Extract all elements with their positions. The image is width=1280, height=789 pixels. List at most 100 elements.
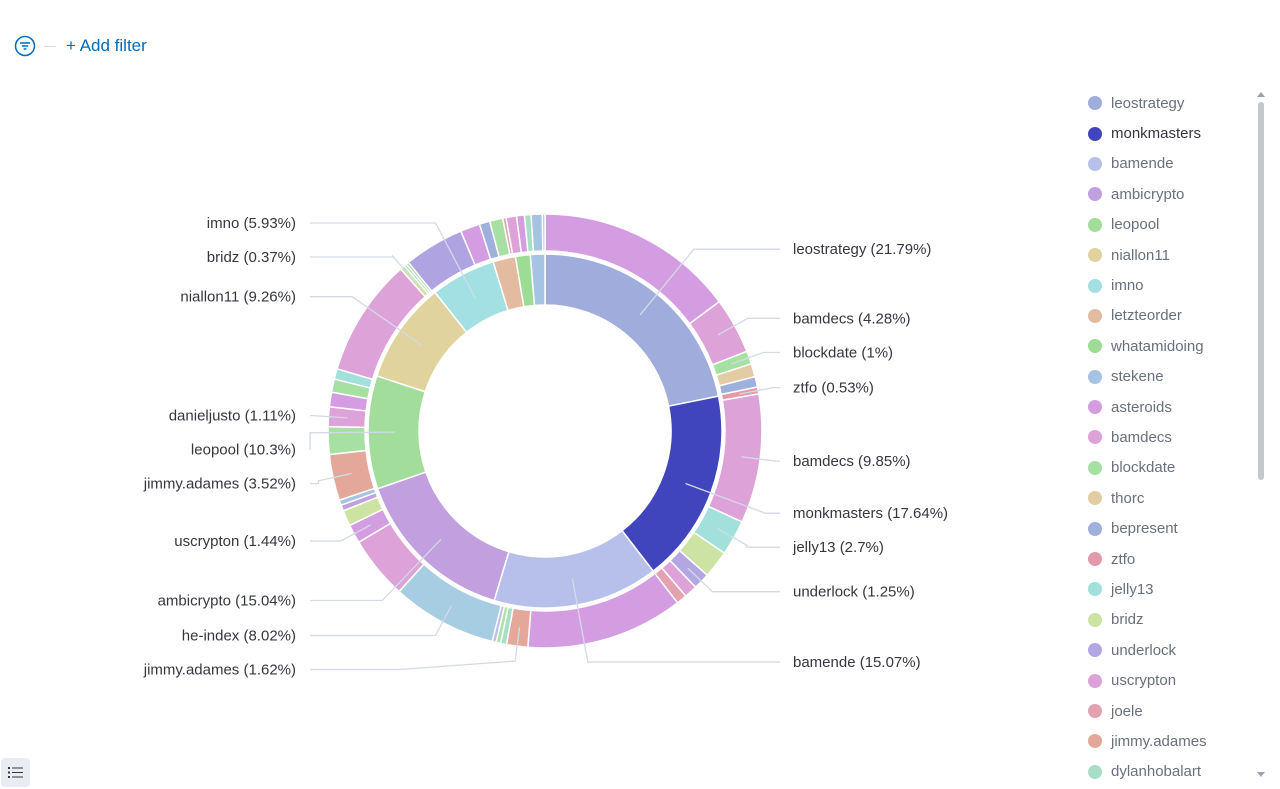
label-connector-he-index-8-02- [310, 605, 453, 637]
legend-item-stekene[interactable]: stekene [1088, 362, 1248, 392]
legend-item-whatamidoing[interactable]: whatamidoing [1088, 331, 1248, 361]
label-connector-monkmasters-17-64- [685, 482, 780, 514]
legend-label: bamende [1111, 155, 1174, 173]
slice-label-blockdate-1-: blockdate (1%) [793, 344, 893, 361]
legend-swatch [1088, 278, 1102, 293]
legend-item-monkmasters[interactable]: monkmasters [1088, 118, 1248, 148]
legend-item-niallon11[interactable]: niallon11 [1088, 240, 1248, 270]
outer-slice-stekene-41[interactable] [530, 213, 544, 253]
legend-item-leostrategy[interactable]: leostrategy [1088, 88, 1248, 118]
legend-swatch [1088, 704, 1102, 718]
legend-item-underlock[interactable]: underlock [1088, 635, 1248, 665]
legend-label: whatamidoing [1111, 337, 1204, 355]
legend-label: underlock [1111, 641, 1177, 659]
legend-item-ztfo[interactable]: ztfo [1088, 544, 1248, 574]
slice-label-jelly13-2-7-: jelly13 (2.7%) [792, 539, 884, 556]
legend-swatch [1088, 339, 1102, 354]
legend-label: bepresent [1111, 520, 1178, 538]
legend-item-imno[interactable]: imno [1088, 270, 1248, 300]
legend-swatch [1088, 126, 1102, 141]
label-connector-underlock-1-25- [687, 567, 780, 593]
legend-item-leopool[interactable]: leopool [1088, 210, 1248, 240]
legend-label: ztfo [1111, 550, 1136, 568]
legend-swatch [1088, 491, 1102, 506]
slice-label-he-index-8-02-: he-index (8.02%) [182, 627, 296, 644]
label-connector-bamdecs-9-85- [741, 456, 780, 462]
scroll-up-arrow-icon[interactable] [1257, 92, 1265, 97]
label-connector-jimmy-adames-1-62- [310, 627, 521, 671]
slice-label-underlock-1-25-: underlock (1.25%) [793, 584, 915, 601]
legend-swatch [1088, 582, 1102, 597]
legend-item-thorc[interactable]: thorc [1088, 483, 1248, 513]
label-connector-bamdecs-4-28- [717, 317, 780, 336]
legend: leostrategy monkmasters bamende ambicrypto l… [1088, 88, 1248, 787]
legend-item-blockdate[interactable]: blockdate [1088, 453, 1248, 483]
outer-ring [327, 213, 763, 649]
legend-label: letzteorder [1111, 307, 1182, 325]
legend-toggle-button[interactable] [1, 758, 30, 787]
inner-slice-stekene-9[interactable] [529, 253, 546, 307]
inner-ring [367, 253, 723, 609]
legend-label: bamdecs [1111, 428, 1172, 446]
legend-item-joele[interactable]: joele [1088, 696, 1248, 726]
legend-item-bamdecs[interactable]: bamdecs [1088, 422, 1248, 452]
legend-label: joele [1111, 702, 1143, 720]
slice-label-bridz-0-37-: bridz (0.37%) [207, 249, 296, 266]
legend-label: blockdate [1111, 459, 1176, 477]
label-connector-leopool-10-3- [309, 431, 396, 451]
scroll-thumb[interactable] [1258, 102, 1264, 480]
legend-label: uscrypton [1111, 672, 1177, 690]
legend-swatch [1088, 248, 1102, 263]
legend-swatch [1088, 643, 1102, 658]
slice-label-monkmasters-17-64-: monkmasters (17.64%) [793, 505, 948, 522]
legend-swatch [1088, 612, 1102, 627]
legend-swatch [1088, 187, 1102, 202]
slice-label-jimmy-adames-3-52-: jimmy.adames (3.52%) [143, 476, 296, 493]
legend-item-jimmy-adames[interactable]: jimmy.adames [1088, 726, 1248, 756]
legend-label: stekene [1111, 368, 1164, 386]
legend-item-bamende[interactable]: bamende [1088, 149, 1248, 179]
slice-label-jimmy-adames-1-62-: jimmy.adames (1.62%) [143, 661, 296, 678]
legend-label: jimmy.adames [1111, 732, 1207, 750]
legend-item-ambicrypto[interactable]: ambicrypto [1088, 179, 1248, 209]
slice-label-imno-5-93-: imno (5.93%) [207, 215, 296, 232]
legend-label: dylanhobalart [1111, 763, 1202, 781]
filter-icon[interactable] [14, 35, 36, 57]
legend-label: ambicrypto [1111, 185, 1185, 203]
legend-item-bridz[interactable]: bridz [1088, 605, 1248, 635]
outer-slice-leopool-24[interactable] [327, 425, 367, 456]
legend-label: asteroids [1111, 398, 1172, 416]
legend-swatch [1088, 460, 1102, 475]
slice-label-bamdecs-9-85-: bamdecs (9.85%) [793, 453, 911, 470]
label-connector-ambicrypto-15-04- [310, 538, 442, 602]
legend-swatch [1088, 552, 1102, 567]
legend-label: imno [1111, 277, 1144, 295]
slice-label-bamdecs-4-28-: bamdecs (4.28%) [793, 310, 911, 327]
label-connector-ztfo-0-53- [739, 386, 780, 395]
scroll-down-arrow-icon[interactable] [1257, 772, 1265, 777]
label-connector-leostrategy-21-79- [639, 248, 780, 316]
label-connector-imno-5-93- [310, 222, 476, 299]
legend-item-dylanhobalart[interactable]: dylanhobalart [1088, 757, 1248, 787]
legend-swatch [1088, 430, 1102, 445]
legend-item-uscrypton[interactable]: uscrypton [1088, 665, 1248, 695]
legend-swatch [1088, 217, 1102, 232]
filter-separator [44, 45, 56, 47]
legend-label: bridz [1111, 611, 1144, 629]
legend-item-jelly13[interactable]: jelly13 [1088, 574, 1248, 604]
slice-label-niallon11-9-26-: niallon11 (9.26%) [180, 289, 296, 306]
legend-swatch [1088, 734, 1102, 749]
legend-item-asteroids[interactable]: asteroids [1088, 392, 1248, 422]
slice-label-leostrategy-21-79-: leostrategy (21.79%) [793, 241, 931, 258]
legend-swatch [1088, 96, 1102, 111]
label-connector-blockdate-1- [731, 351, 780, 365]
legend-label: leopool [1111, 216, 1160, 234]
legend-item-letzteorder[interactable]: letzteorder [1088, 301, 1248, 331]
add-filter-button[interactable]: + Add filter [66, 36, 147, 55]
label-connector-jelly13-2-7- [716, 527, 780, 548]
donut-chart: leostrategy (21.79%) bamdecs (4.28%) block… [143, 213, 948, 678]
legend-item-bepresent[interactable]: bepresent [1088, 513, 1248, 543]
outer-slice-leostrategy-42[interactable] [541, 213, 546, 252]
legend-scrollbar[interactable] [1256, 92, 1266, 777]
slice-label-ztfo-0-53-: ztfo (0.53%) [793, 380, 874, 397]
